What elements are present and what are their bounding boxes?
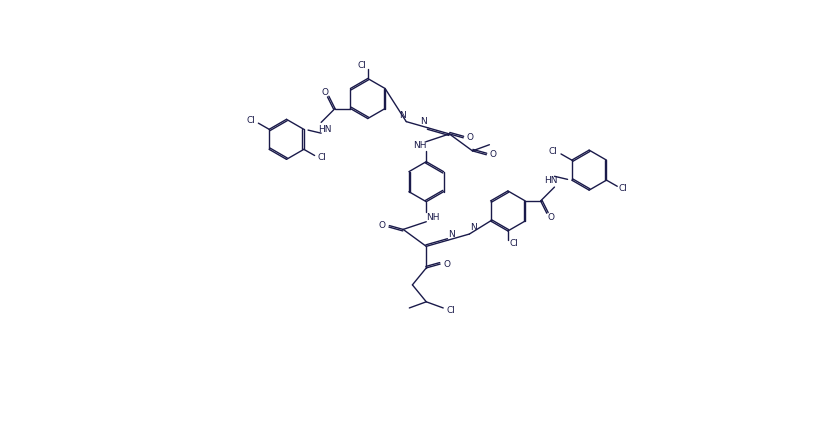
- Text: NH: NH: [413, 141, 426, 150]
- Text: O: O: [443, 259, 450, 269]
- Text: Cl: Cl: [357, 61, 365, 70]
- Text: Cl: Cl: [246, 116, 255, 125]
- Text: O: O: [321, 88, 328, 97]
- Text: N: N: [448, 229, 455, 238]
- Text: Cl: Cl: [318, 153, 326, 162]
- Text: N: N: [420, 117, 427, 126]
- Text: O: O: [547, 213, 553, 221]
- Text: O: O: [466, 133, 473, 142]
- Text: N: N: [399, 111, 405, 120]
- Text: Cl: Cl: [619, 184, 627, 193]
- Text: N: N: [469, 223, 476, 232]
- Text: O: O: [489, 150, 496, 159]
- Text: Cl: Cl: [509, 239, 517, 248]
- Text: HN: HN: [543, 176, 557, 184]
- Text: Cl: Cl: [548, 147, 557, 156]
- Text: NH: NH: [426, 213, 439, 222]
- Text: Cl: Cl: [446, 306, 455, 315]
- Text: O: O: [379, 221, 385, 230]
- Text: HN: HN: [318, 125, 331, 134]
